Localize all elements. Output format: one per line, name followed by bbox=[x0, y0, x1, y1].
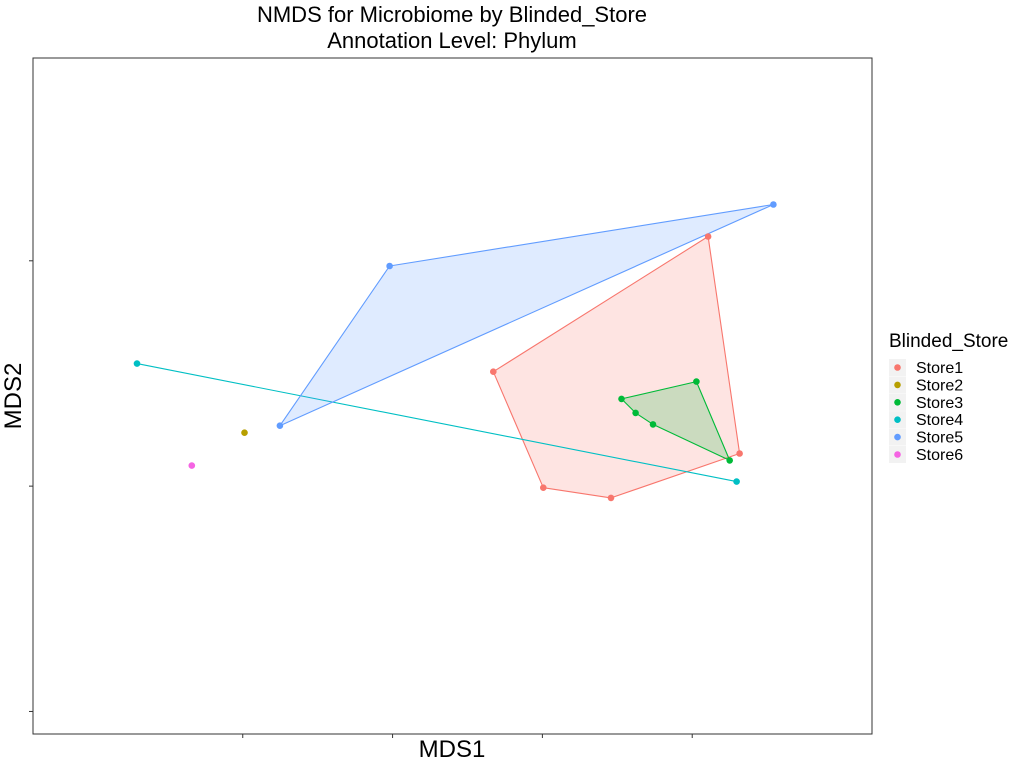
legend-swatch-store1 bbox=[894, 364, 901, 371]
point-store3-1 bbox=[649, 421, 657, 428]
legend-swatch-store5 bbox=[894, 433, 901, 441]
legend-label-store5: Store5 bbox=[916, 430, 963, 447]
x-axis-label: MDS1 bbox=[419, 736, 486, 763]
y-axis-label: MDS2 bbox=[0, 363, 27, 430]
point-store1-1 bbox=[490, 368, 497, 376]
point-store1-3 bbox=[607, 494, 615, 502]
point-store3-2 bbox=[618, 395, 625, 403]
hull-store5 bbox=[279, 203, 774, 427]
legend-swatch-store4 bbox=[894, 416, 901, 424]
legend-item-store4: Store4 bbox=[889, 411, 963, 429]
point-store2-0 bbox=[241, 429, 248, 437]
point-store6-0 bbox=[188, 462, 196, 469]
legend-label-store6: Store6 bbox=[916, 447, 963, 464]
point-store1-0 bbox=[704, 233, 712, 240]
chart-subtitle: Annotation Level: Phylum bbox=[327, 28, 577, 53]
axis-ticks bbox=[29, 260, 693, 738]
point-store1-2 bbox=[736, 450, 743, 457]
legend-swatch-store6 bbox=[894, 451, 901, 458]
legend-label-store4: Store4 bbox=[916, 412, 963, 429]
legend-item-store2: Store2 bbox=[889, 376, 963, 394]
point-store4-0 bbox=[133, 360, 141, 367]
legend-label-store1: Store1 bbox=[916, 360, 963, 377]
legend-title: Blinded_Store bbox=[889, 331, 1008, 352]
point-store5-0 bbox=[276, 422, 284, 430]
point-store1-4 bbox=[540, 484, 547, 492]
hull-store1 bbox=[492, 235, 741, 499]
legend-item-store1: Store1 bbox=[889, 359, 963, 377]
plot-panel bbox=[32, 57, 873, 735]
legend-item-store5: Store5 bbox=[889, 428, 963, 447]
hull-store3 bbox=[620, 381, 731, 461]
point-store3-0 bbox=[632, 409, 639, 417]
point-store5-2 bbox=[386, 262, 393, 270]
legend-label-store2: Store2 bbox=[916, 377, 963, 394]
legend-label-store3: Store3 bbox=[916, 395, 963, 412]
point-store3-4 bbox=[726, 457, 733, 464]
chart-title: NMDS for Microbiome by Blinded_Store bbox=[257, 2, 647, 27]
legend-swatch-store2 bbox=[894, 381, 901, 389]
point-store5-1 bbox=[770, 201, 777, 208]
point-store3-3 bbox=[693, 378, 700, 385]
legend-item-store6: Store6 bbox=[889, 446, 963, 464]
legend-swatch-store3 bbox=[894, 399, 901, 406]
point-layer bbox=[133, 201, 777, 502]
legend-item-store3: Store3 bbox=[889, 393, 963, 412]
point-store4-1 bbox=[733, 478, 740, 485]
